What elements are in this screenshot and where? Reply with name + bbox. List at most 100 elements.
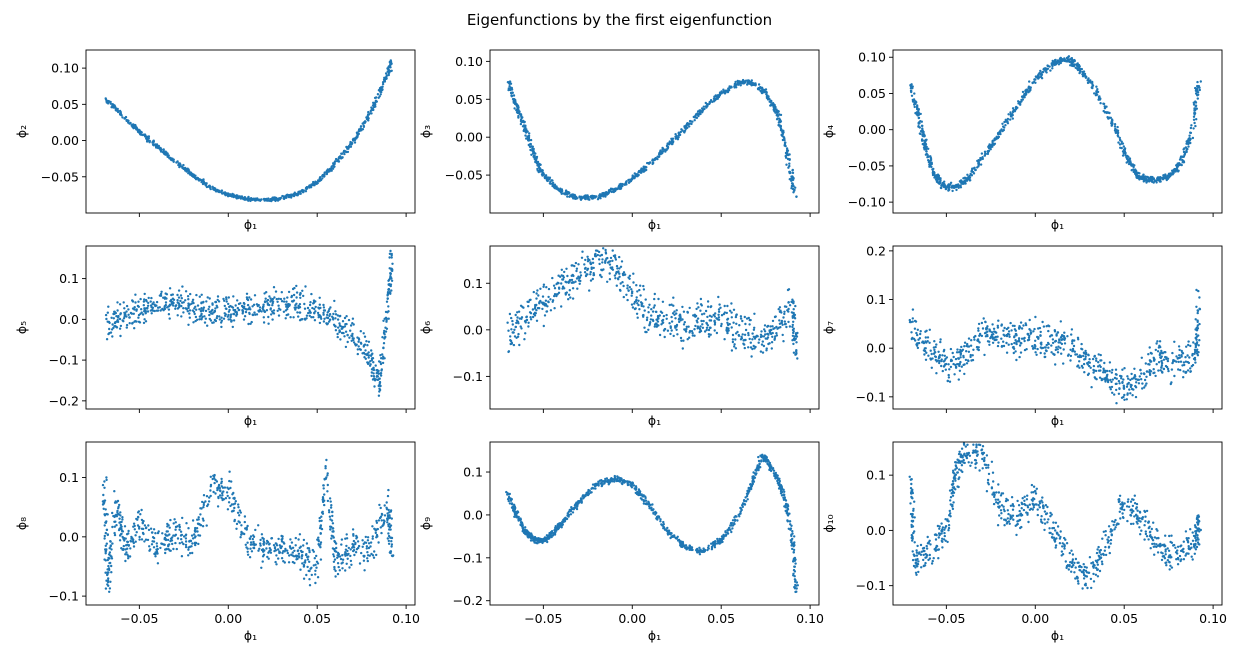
- data-point: [571, 297, 575, 300]
- data-point: [634, 173, 638, 176]
- data-point: [1051, 341, 1055, 345]
- data-point: [527, 305, 530, 308]
- data-point: [272, 196, 275, 199]
- data-point: [112, 317, 116, 320]
- data-point: [390, 289, 393, 292]
- data-point: [279, 297, 283, 301]
- data-point: [508, 312, 512, 316]
- data-point: [325, 322, 328, 325]
- data-point: [779, 309, 782, 312]
- data-point: [1037, 327, 1040, 330]
- data-point: [1095, 357, 1098, 360]
- data-point: [626, 287, 629, 290]
- data-point: [328, 314, 331, 318]
- data-point: [792, 351, 796, 354]
- data-point: [518, 317, 521, 320]
- data-point: [795, 341, 798, 344]
- data-point: [118, 327, 122, 330]
- data-point: [756, 87, 760, 91]
- data-point: [1125, 157, 1129, 160]
- data-point: [1051, 338, 1055, 341]
- data-point: [1156, 350, 1160, 353]
- data-point: [1162, 367, 1166, 371]
- data-point: [990, 333, 994, 337]
- data-point: [113, 312, 116, 316]
- data-point: [195, 293, 198, 297]
- data-point: [765, 90, 768, 94]
- data-point: [171, 293, 174, 296]
- data-point: [1051, 67, 1054, 70]
- data-point: [940, 186, 943, 190]
- data-point: [513, 328, 516, 331]
- data-point: [1104, 369, 1107, 372]
- data-point: [388, 256, 391, 259]
- data-point: [323, 317, 326, 320]
- data-point: [943, 359, 946, 362]
- data-point: [1028, 318, 1031, 322]
- data-point: [1089, 79, 1092, 82]
- data-point: [1078, 65, 1081, 68]
- data-point: [1050, 334, 1054, 337]
- data-point: [991, 323, 994, 326]
- data-point: [997, 319, 1000, 322]
- data-point: [1002, 125, 1005, 128]
- data-point: [545, 310, 549, 313]
- data-point: [506, 81, 510, 84]
- data-point: [352, 338, 355, 342]
- data-point: [720, 322, 723, 326]
- data-point: [1192, 115, 1196, 119]
- y-axis-label: ϕ₂: [14, 125, 29, 138]
- data-point: [378, 380, 382, 384]
- data-point: [628, 274, 632, 277]
- data-point: [918, 122, 921, 125]
- data-point: [264, 297, 267, 300]
- data-point: [139, 133, 142, 136]
- data-point: [352, 139, 355, 142]
- data-point: [943, 354, 946, 357]
- x-axis-label: ϕ₁: [648, 413, 661, 428]
- data-point: [972, 336, 976, 339]
- data-point: [731, 340, 735, 344]
- data-point: [207, 308, 210, 311]
- data-point: [140, 308, 143, 311]
- data-point: [1091, 85, 1094, 89]
- data-point: [948, 380, 952, 383]
- data-point: [669, 332, 672, 336]
- data-point: [1095, 85, 1098, 88]
- data-point: [771, 331, 774, 335]
- data-point: [286, 193, 289, 196]
- data-point: [1134, 395, 1138, 399]
- data-point: [188, 316, 191, 319]
- data-point: [340, 327, 343, 330]
- data-point: [562, 276, 565, 279]
- data-point: [631, 306, 635, 309]
- data-point: [243, 315, 247, 318]
- data-point: [909, 85, 913, 88]
- data-point: [1189, 131, 1193, 135]
- data-point: [189, 173, 192, 176]
- data-point: [616, 267, 619, 270]
- data-point: [112, 326, 115, 330]
- data-point: [178, 165, 181, 169]
- data-point: [662, 147, 665, 151]
- data-point: [287, 313, 290, 316]
- data-point: [253, 311, 256, 314]
- data-point: [792, 320, 795, 323]
- data-point: [250, 320, 253, 324]
- data-point: [976, 339, 979, 342]
- data-point: [129, 121, 132, 125]
- data-point: [675, 136, 678, 140]
- data-point: [1116, 131, 1120, 134]
- data-point: [1185, 150, 1188, 154]
- data-point: [154, 143, 157, 146]
- data-point: [115, 108, 118, 112]
- data-point: [791, 323, 794, 327]
- data-point: [1152, 368, 1155, 371]
- data-point: [1080, 347, 1083, 350]
- data-point: [1059, 320, 1063, 323]
- data-point: [791, 298, 794, 301]
- data-point: [991, 145, 994, 148]
- data-point: [765, 92, 768, 96]
- data-point: [382, 342, 386, 345]
- data-point: [165, 293, 169, 296]
